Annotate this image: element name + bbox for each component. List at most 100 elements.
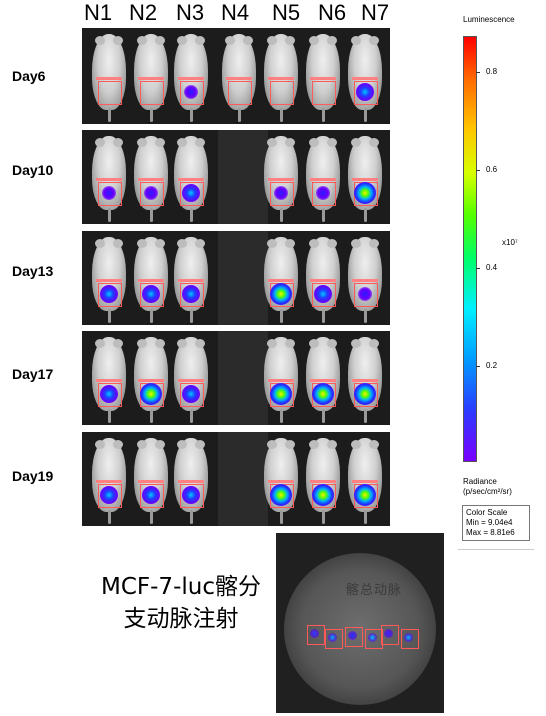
color-scale-min: Min = 9.04e4 <box>466 518 513 527</box>
roi-label <box>268 279 294 282</box>
mouse-tail <box>280 309 283 323</box>
mouse-tail <box>322 409 325 423</box>
mouse-ear <box>285 339 295 348</box>
mouse-ear <box>351 339 361 348</box>
mouse-tail <box>364 409 367 423</box>
bioluminescence-signal <box>368 633 377 642</box>
mouse-ear <box>155 239 165 248</box>
caption-line-1: MCF-7-luc髂分 <box>101 574 261 600</box>
bioluminescence-signal <box>358 287 372 301</box>
column-label-n2: N2 <box>129 0 158 25</box>
roi-box <box>345 627 363 647</box>
mouse-ear <box>113 239 123 248</box>
color-scale-max: Max = 8.81e6 <box>466 528 515 537</box>
color-scale-multiplier: x10⁷ <box>502 238 518 247</box>
mouse-ear <box>309 138 319 147</box>
bioluminescence-signal <box>384 629 393 638</box>
mouse-ear <box>155 36 165 45</box>
mouse-ear <box>327 339 337 348</box>
bioluminescence-signal <box>354 484 376 506</box>
mouse-tail <box>190 409 193 423</box>
mouse-ear <box>95 339 105 348</box>
radiance-units: (p/sec/cm²/sr) <box>463 487 512 496</box>
mouse <box>264 34 298 110</box>
roi-label <box>352 178 378 181</box>
imaging-panel-day13 <box>82 231 390 325</box>
bioluminescence-signal <box>182 285 200 303</box>
mouse-ear <box>369 339 379 348</box>
mouse-ear <box>327 440 337 449</box>
day-label-day13: Day13 <box>12 263 54 279</box>
bioluminescence-signal <box>312 484 334 506</box>
roi-label <box>96 178 122 181</box>
mouse-tail <box>108 510 111 524</box>
mouse-ear <box>177 440 187 449</box>
roi-label <box>96 480 122 483</box>
roi-box <box>381 625 399 645</box>
mouse <box>222 34 256 110</box>
mouse-tail <box>280 409 283 423</box>
mouse-ear <box>309 440 319 449</box>
mouse-ear <box>113 339 123 348</box>
caption-line-2: 支动脉注射 <box>123 606 239 632</box>
dish-handwriting: 髂总动脉 <box>346 583 403 598</box>
roi-label <box>178 77 204 80</box>
mouse-tail <box>238 108 241 122</box>
mouse-ear <box>113 138 123 147</box>
bioluminescence-signal <box>142 285 160 303</box>
color-scale-box-title: Color Scale <box>466 508 508 517</box>
mouse-ear <box>113 440 123 449</box>
bioluminescence-signal <box>184 85 198 99</box>
bioluminescence-signal <box>100 285 118 303</box>
column-label-n6: N6 <box>318 0 347 25</box>
roi-box <box>180 484 204 508</box>
bioluminescence-signal <box>142 486 160 504</box>
bioluminescence-signal <box>182 184 200 202</box>
mouse-ear <box>351 239 361 248</box>
mouse-tail <box>280 208 283 222</box>
mouse-ear <box>369 239 379 248</box>
roi-label <box>268 480 294 483</box>
roi-box <box>312 81 336 105</box>
mouse-tail <box>322 208 325 222</box>
mouse-ear <box>285 440 295 449</box>
mouse-ear <box>137 138 147 147</box>
bioluminescence-signal <box>404 633 413 642</box>
roi-box <box>270 81 294 105</box>
mouse-ear <box>155 138 165 147</box>
mouse-ear <box>267 36 277 45</box>
day-label-day10: Day10 <box>12 162 54 178</box>
radiance-label: Radiance (p/sec/cm²/sr) <box>463 477 512 497</box>
mouse-ear <box>267 339 277 348</box>
bioluminescence-signal <box>354 182 376 204</box>
mouse-ear <box>285 138 295 147</box>
color-scale-range-box: Color Scale Min = 9.04e4 Max = 8.81e6 <box>462 505 530 541</box>
color-scale-tick-0-6: 0.6 <box>486 165 498 174</box>
mouse-tail <box>364 309 367 323</box>
roi-box <box>228 81 252 105</box>
bioluminescence-signal <box>328 633 337 642</box>
mouse-ear <box>195 339 205 348</box>
mouse-ear <box>137 239 147 248</box>
imaging-panel-day19 <box>82 432 390 526</box>
roi-label <box>310 279 336 282</box>
roi-box <box>98 283 122 307</box>
color-scale-tick-0-4: 0.4 <box>486 263 498 272</box>
mouse-ear <box>195 440 205 449</box>
imaging-panel-day6 <box>82 28 390 124</box>
mouse-ear <box>177 339 187 348</box>
mouse-ear <box>351 138 361 147</box>
bioluminescence-signal <box>182 486 200 504</box>
mouse-tail <box>364 108 367 122</box>
mouse-ear <box>95 440 105 449</box>
roi-box <box>312 182 336 206</box>
column-label-n7: N7 <box>361 0 390 25</box>
mouse-tail <box>150 108 153 122</box>
roi-box <box>180 383 204 407</box>
empty-slot <box>218 331 268 425</box>
bioluminescence-signal <box>312 383 334 405</box>
roi-box <box>312 283 336 307</box>
roi-label <box>138 77 164 80</box>
mouse-tail <box>364 208 367 222</box>
roi-box <box>98 484 122 508</box>
